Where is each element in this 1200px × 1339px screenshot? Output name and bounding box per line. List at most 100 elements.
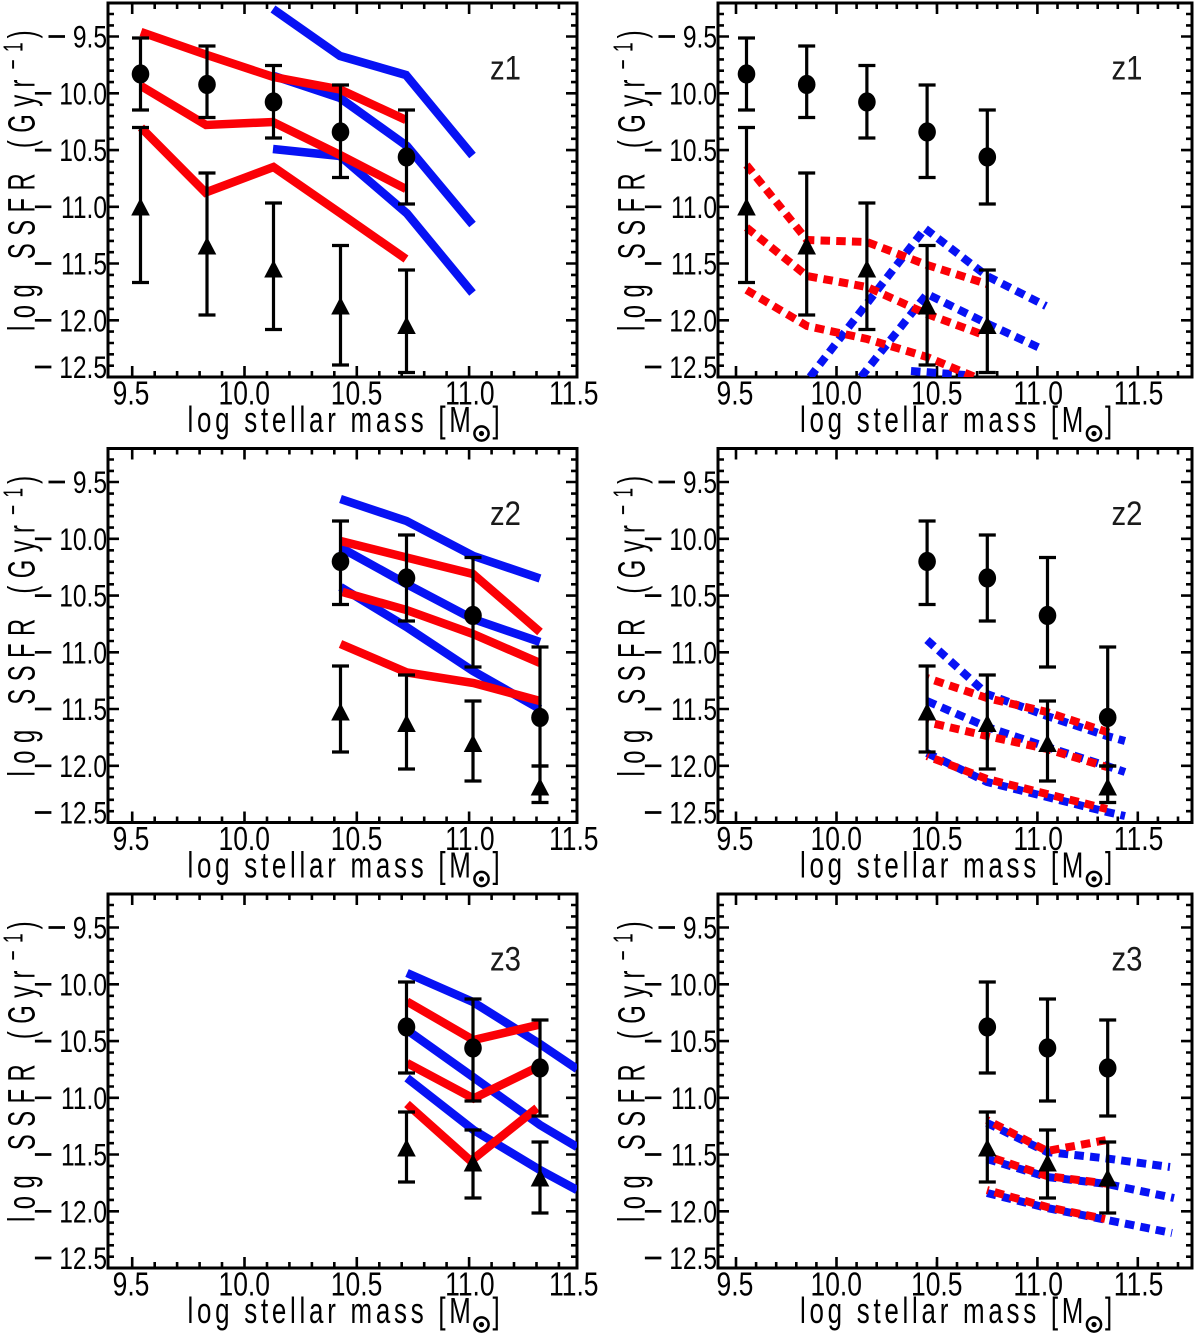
svg-text:): ) <box>610 30 653 38</box>
svg-text:11.5: 11.5 <box>1114 376 1164 413</box>
svg-text:11.5: 11.5 <box>61 1137 107 1173</box>
svg-text:10.5: 10.5 <box>59 132 107 168</box>
svg-text:]: ] <box>493 400 500 440</box>
svg-text:log stellar mass [M: log stellar mass [M <box>188 1291 475 1331</box>
svg-text:12.0: 12.0 <box>669 302 717 338</box>
svg-text:log SSFR (Gyr: log SSFR (Gyr <box>610 72 653 331</box>
svg-text:10.0: 10.0 <box>811 376 862 413</box>
svg-text:11.0: 11.0 <box>1013 1267 1063 1304</box>
svg-text:10.5: 10.5 <box>911 821 962 858</box>
svg-text:11.0: 11.0 <box>671 634 717 670</box>
svg-text:z1: z1 <box>490 48 521 87</box>
svg-text:11.5: 11.5 <box>1114 1267 1164 1304</box>
svg-text:11.0: 11.0 <box>1013 376 1063 413</box>
svg-text:11.0: 11.0 <box>445 1267 495 1304</box>
svg-text:10.5: 10.5 <box>669 1023 717 1059</box>
svg-text:10.5: 10.5 <box>669 132 717 168</box>
svg-text:11.5: 11.5 <box>671 246 717 282</box>
svg-text:12.5: 12.5 <box>669 795 717 831</box>
svg-text:12.0: 12.0 <box>59 748 107 784</box>
svg-text:]: ] <box>1105 1291 1112 1331</box>
svg-text:12.5: 12.5 <box>59 1240 107 1276</box>
svg-text:9.5: 9.5 <box>73 910 107 946</box>
svg-text:10.0: 10.0 <box>669 521 717 557</box>
svg-text:10.5: 10.5 <box>59 578 107 614</box>
svg-text:9.5: 9.5 <box>73 464 107 500</box>
svg-text:11.0: 11.0 <box>445 821 495 858</box>
svg-text:11.5: 11.5 <box>1114 821 1164 858</box>
svg-text:10.0: 10.0 <box>219 376 270 413</box>
svg-text:): ) <box>610 921 653 929</box>
svg-text:−1: −1 <box>0 35 29 70</box>
svg-text:log stellar mass [M: log stellar mass [M <box>800 1291 1087 1331</box>
svg-text:12.5: 12.5 <box>59 349 107 385</box>
svg-text:z2: z2 <box>490 494 521 533</box>
svg-text:z2: z2 <box>1112 494 1143 533</box>
svg-text:−1: −1 <box>607 926 638 961</box>
svg-text:log SSFR (Gyr: log SSFR (Gyr <box>0 963 43 1222</box>
svg-text:10.0: 10.0 <box>669 75 717 111</box>
svg-text:11.5: 11.5 <box>549 376 599 413</box>
svg-text:12.0: 12.0 <box>59 302 107 338</box>
svg-text:11.5: 11.5 <box>671 691 717 727</box>
svg-text:]: ] <box>493 1291 500 1331</box>
svg-text:11.0: 11.0 <box>1013 821 1063 858</box>
svg-text:z3: z3 <box>1112 939 1143 978</box>
svg-text:10.0: 10.0 <box>811 1267 862 1304</box>
svg-text:): ) <box>610 476 653 484</box>
svg-text:log stellar mass [M: log stellar mass [M <box>188 845 475 885</box>
svg-text:11.0: 11.0 <box>445 376 495 413</box>
svg-text:12.0: 12.0 <box>59 1193 107 1229</box>
svg-text:11.5: 11.5 <box>549 1267 599 1304</box>
svg-text:log SSFR (Gyr: log SSFR (Gyr <box>610 963 653 1222</box>
svg-text:]: ] <box>1105 845 1112 885</box>
svg-text:]: ] <box>493 845 500 885</box>
svg-text:11.0: 11.0 <box>671 1080 717 1116</box>
svg-text:10.5: 10.5 <box>911 1267 962 1304</box>
svg-text:): ) <box>0 921 43 929</box>
svg-text:log SSFR (Gyr: log SSFR (Gyr <box>0 518 43 777</box>
svg-text:9.5: 9.5 <box>683 910 717 946</box>
svg-text:10.0: 10.0 <box>59 75 107 111</box>
svg-text:10.5: 10.5 <box>669 578 717 614</box>
svg-text:12.0: 12.0 <box>669 1193 717 1229</box>
svg-text:9.5: 9.5 <box>683 19 717 55</box>
svg-text:10.5: 10.5 <box>331 1267 382 1304</box>
svg-text:12.0: 12.0 <box>669 748 717 784</box>
svg-text:12.5: 12.5 <box>59 795 107 831</box>
svg-text:]: ] <box>1105 400 1112 440</box>
svg-text:12.5: 12.5 <box>669 349 717 385</box>
svg-text:9.5: 9.5 <box>683 464 717 500</box>
svg-text:11.5: 11.5 <box>61 246 107 282</box>
svg-text:9.5: 9.5 <box>113 821 150 858</box>
svg-text:12.5: 12.5 <box>669 1240 717 1276</box>
svg-text:10.0: 10.0 <box>219 821 270 858</box>
svg-text:11.0: 11.0 <box>61 634 107 670</box>
svg-text:11.0: 11.0 <box>61 189 107 225</box>
svg-text:−1: −1 <box>0 926 29 961</box>
svg-text:−1: −1 <box>0 480 29 515</box>
svg-text:9.5: 9.5 <box>73 19 107 55</box>
svg-text:10.0: 10.0 <box>669 966 717 1002</box>
svg-text:10.0: 10.0 <box>59 521 107 557</box>
svg-text:11.0: 11.0 <box>671 189 717 225</box>
svg-text:log SSFR (Gyr: log SSFR (Gyr <box>0 72 43 331</box>
svg-text:): ) <box>0 30 43 38</box>
svg-text:log stellar mass [M: log stellar mass [M <box>800 400 1087 440</box>
svg-text:10.0: 10.0 <box>219 1267 270 1304</box>
svg-text:10.0: 10.0 <box>811 821 862 858</box>
svg-text:11.0: 11.0 <box>61 1080 107 1116</box>
svg-text:11.5: 11.5 <box>61 691 107 727</box>
svg-text:10.5: 10.5 <box>331 821 382 858</box>
svg-text:log SSFR (Gyr: log SSFR (Gyr <box>610 518 653 777</box>
svg-text:z3: z3 <box>490 939 521 978</box>
svg-text:10.5: 10.5 <box>331 376 382 413</box>
svg-text:−1: −1 <box>607 35 638 70</box>
svg-text:): ) <box>0 476 43 484</box>
svg-text:11.5: 11.5 <box>671 1137 717 1173</box>
svg-text:log stellar mass [M: log stellar mass [M <box>800 845 1087 885</box>
svg-text:10.5: 10.5 <box>59 1023 107 1059</box>
svg-text:z1: z1 <box>1112 48 1143 87</box>
svg-text:9.5: 9.5 <box>717 821 754 858</box>
svg-text:9.5: 9.5 <box>717 376 754 413</box>
